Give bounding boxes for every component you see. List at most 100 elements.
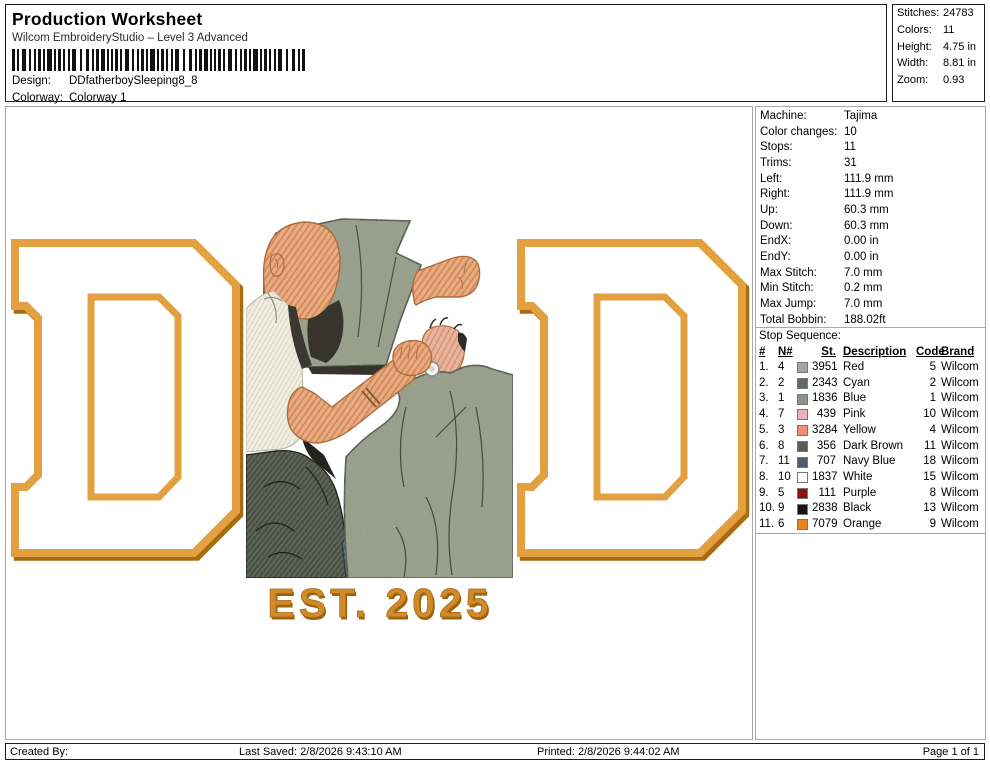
barcode-bar — [86, 49, 89, 71]
barcode-bar — [115, 49, 118, 71]
stop-sequence-section: Stop Sequence: # N# St. Description Code Bran… — [759, 329, 984, 533]
seq-code: 15 — [923, 470, 936, 483]
seq-header-text: Code — [916, 346, 945, 358]
footer-bar: Created By: Last Saved: 2/8/2026 9:43:10… — [5, 743, 985, 760]
software-subtitle: Wilcom EmbroideryStudio – Level 3 Advanc… — [12, 32, 248, 44]
machine-info-row: Down: 60.3 mm — [760, 219, 983, 235]
seq-description: Red — [843, 361, 865, 373]
stop-sequence-row: 1. 4 3951 Red 5 Wilcom — [759, 360, 984, 376]
seq-needle: 4 — [778, 361, 785, 373]
seq-description: Cyan — [843, 376, 870, 389]
barcode-bar — [204, 49, 208, 71]
barcode-bar — [199, 49, 202, 71]
barcode-bar — [274, 49, 276, 71]
stat-label: Zoom: — [897, 73, 929, 86]
seq-needle: 8 — [778, 439, 785, 452]
page-title: Production Worksheet — [12, 9, 203, 29]
machine-info-row: Left: 111.9 mm — [760, 172, 983, 188]
embroidery-design-artwork: EST. 2025 EST. 2025 — [11, 218, 750, 629]
design-preview-box: EST. 2025 EST. 2025 — [5, 106, 753, 740]
barcode-bar — [157, 49, 159, 71]
colorway-value: Colorway 1 — [69, 92, 127, 104]
barcode-bar — [111, 49, 113, 71]
barcode-bar — [292, 49, 295, 71]
barcode-bar — [175, 49, 179, 71]
barcode-bar — [253, 49, 258, 71]
barcode-bar — [34, 49, 36, 71]
stat-value: 11 — [943, 23, 955, 36]
barcode-bar — [298, 49, 300, 71]
thread-color-swatch — [797, 378, 808, 390]
design-label: Design: — [12, 75, 51, 87]
barcode-bar — [12, 49, 15, 71]
seq-needle: 6 — [778, 518, 785, 531]
seq-header-text: N# — [778, 346, 793, 358]
seq-code: 8 — [929, 486, 936, 499]
stop-sequence-row: 7. 11 707 Navy Blue 18 Wilcom — [759, 454, 984, 470]
seq-swatch-cell — [797, 487, 812, 499]
divider — [756, 327, 985, 328]
father-baby-scene — [246, 218, 513, 578]
seq-header-col-num: # — [759, 344, 778, 360]
seq-swatch-cell — [797, 456, 812, 468]
seq-needle: 3 — [778, 423, 785, 436]
seq-code: 9 — [929, 518, 936, 531]
colorway-row: Colorway: Colorway 1 — [12, 92, 127, 104]
barcode-bar — [38, 49, 41, 71]
stop-sequence-row: 5. 3 3284 Yellow 4 Wilcom — [759, 423, 984, 439]
barcode-bar — [240, 49, 242, 71]
seq-header-col-needle: N# — [778, 344, 797, 360]
barcode-bar — [101, 49, 105, 71]
machine-info-value: 0.00 in — [844, 235, 879, 248]
machine-info-label: Trims: — [760, 156, 792, 169]
seq-header-col-description: Description — [839, 344, 916, 360]
seq-num: 2. — [759, 376, 769, 389]
thread-color-swatch — [797, 362, 808, 374]
seq-description: Yellow — [843, 423, 876, 436]
barcode-bar — [269, 49, 271, 71]
machine-info-row: Up: 60.3 mm — [760, 203, 983, 219]
machine-info-label: Max Jump: — [760, 297, 817, 310]
seq-code: 1 — [929, 392, 936, 405]
barcode-bar — [146, 49, 148, 71]
father-pants — [246, 437, 349, 578]
barcode-bar — [137, 49, 139, 71]
machine-info-row: Machine: Tajima — [760, 109, 983, 125]
machine-info-value: 0.00 in — [844, 250, 879, 263]
stat-label: Width: — [897, 57, 929, 70]
seq-header-text: Brand — [941, 346, 975, 358]
stat-value: 8.81 in — [943, 57, 977, 70]
thread-color-swatch — [797, 440, 808, 452]
machine-info-value: 11 — [844, 141, 856, 154]
seq-header-text: # — [759, 346, 766, 358]
barcode-bar — [189, 49, 192, 71]
seq-brand: Wilcom — [941, 408, 979, 421]
stop-sequence-header: # N# St. Description Code Brand — [759, 344, 984, 360]
seq-num: 4. — [759, 408, 769, 421]
seq-description: Purple — [843, 486, 877, 499]
barcode-bar — [278, 49, 282, 71]
est-year-shadow: EST. 2025 — [269, 583, 494, 629]
barcode-bar — [125, 49, 129, 71]
barcode-bar — [223, 49, 225, 71]
seq-description: Dark Brown — [843, 439, 904, 452]
seq-needle: 2 — [778, 376, 785, 389]
machine-info-row: EndX: 0.00 in — [760, 234, 983, 250]
barcode-bar — [141, 49, 144, 71]
stat-row: Width: 8.81 in — [893, 55, 984, 72]
machine-info-row: Stops: 11 — [760, 140, 983, 156]
machine-info-value: 111.9 mm — [844, 172, 894, 185]
design-value: DDfatherboySleeping8_8 — [69, 75, 198, 87]
barcode-bar — [214, 49, 216, 71]
machine-info-label: Right: — [760, 188, 791, 201]
machine-info-label: Min Stitch: — [760, 282, 814, 295]
seq-needle: 11 — [778, 455, 790, 468]
seq-code: 4 — [929, 423, 936, 436]
seq-swatch-cell — [797, 409, 812, 421]
seq-num: 1. — [759, 361, 769, 373]
seq-swatch-cell — [797, 393, 812, 405]
barcode-bar — [264, 49, 267, 71]
machine-info-value: 7.0 mm — [844, 297, 883, 310]
machine-info-row: Min Stitch: 0.2 mm — [760, 281, 983, 297]
page-number-label: Page 1 of 1 — [922, 745, 979, 758]
